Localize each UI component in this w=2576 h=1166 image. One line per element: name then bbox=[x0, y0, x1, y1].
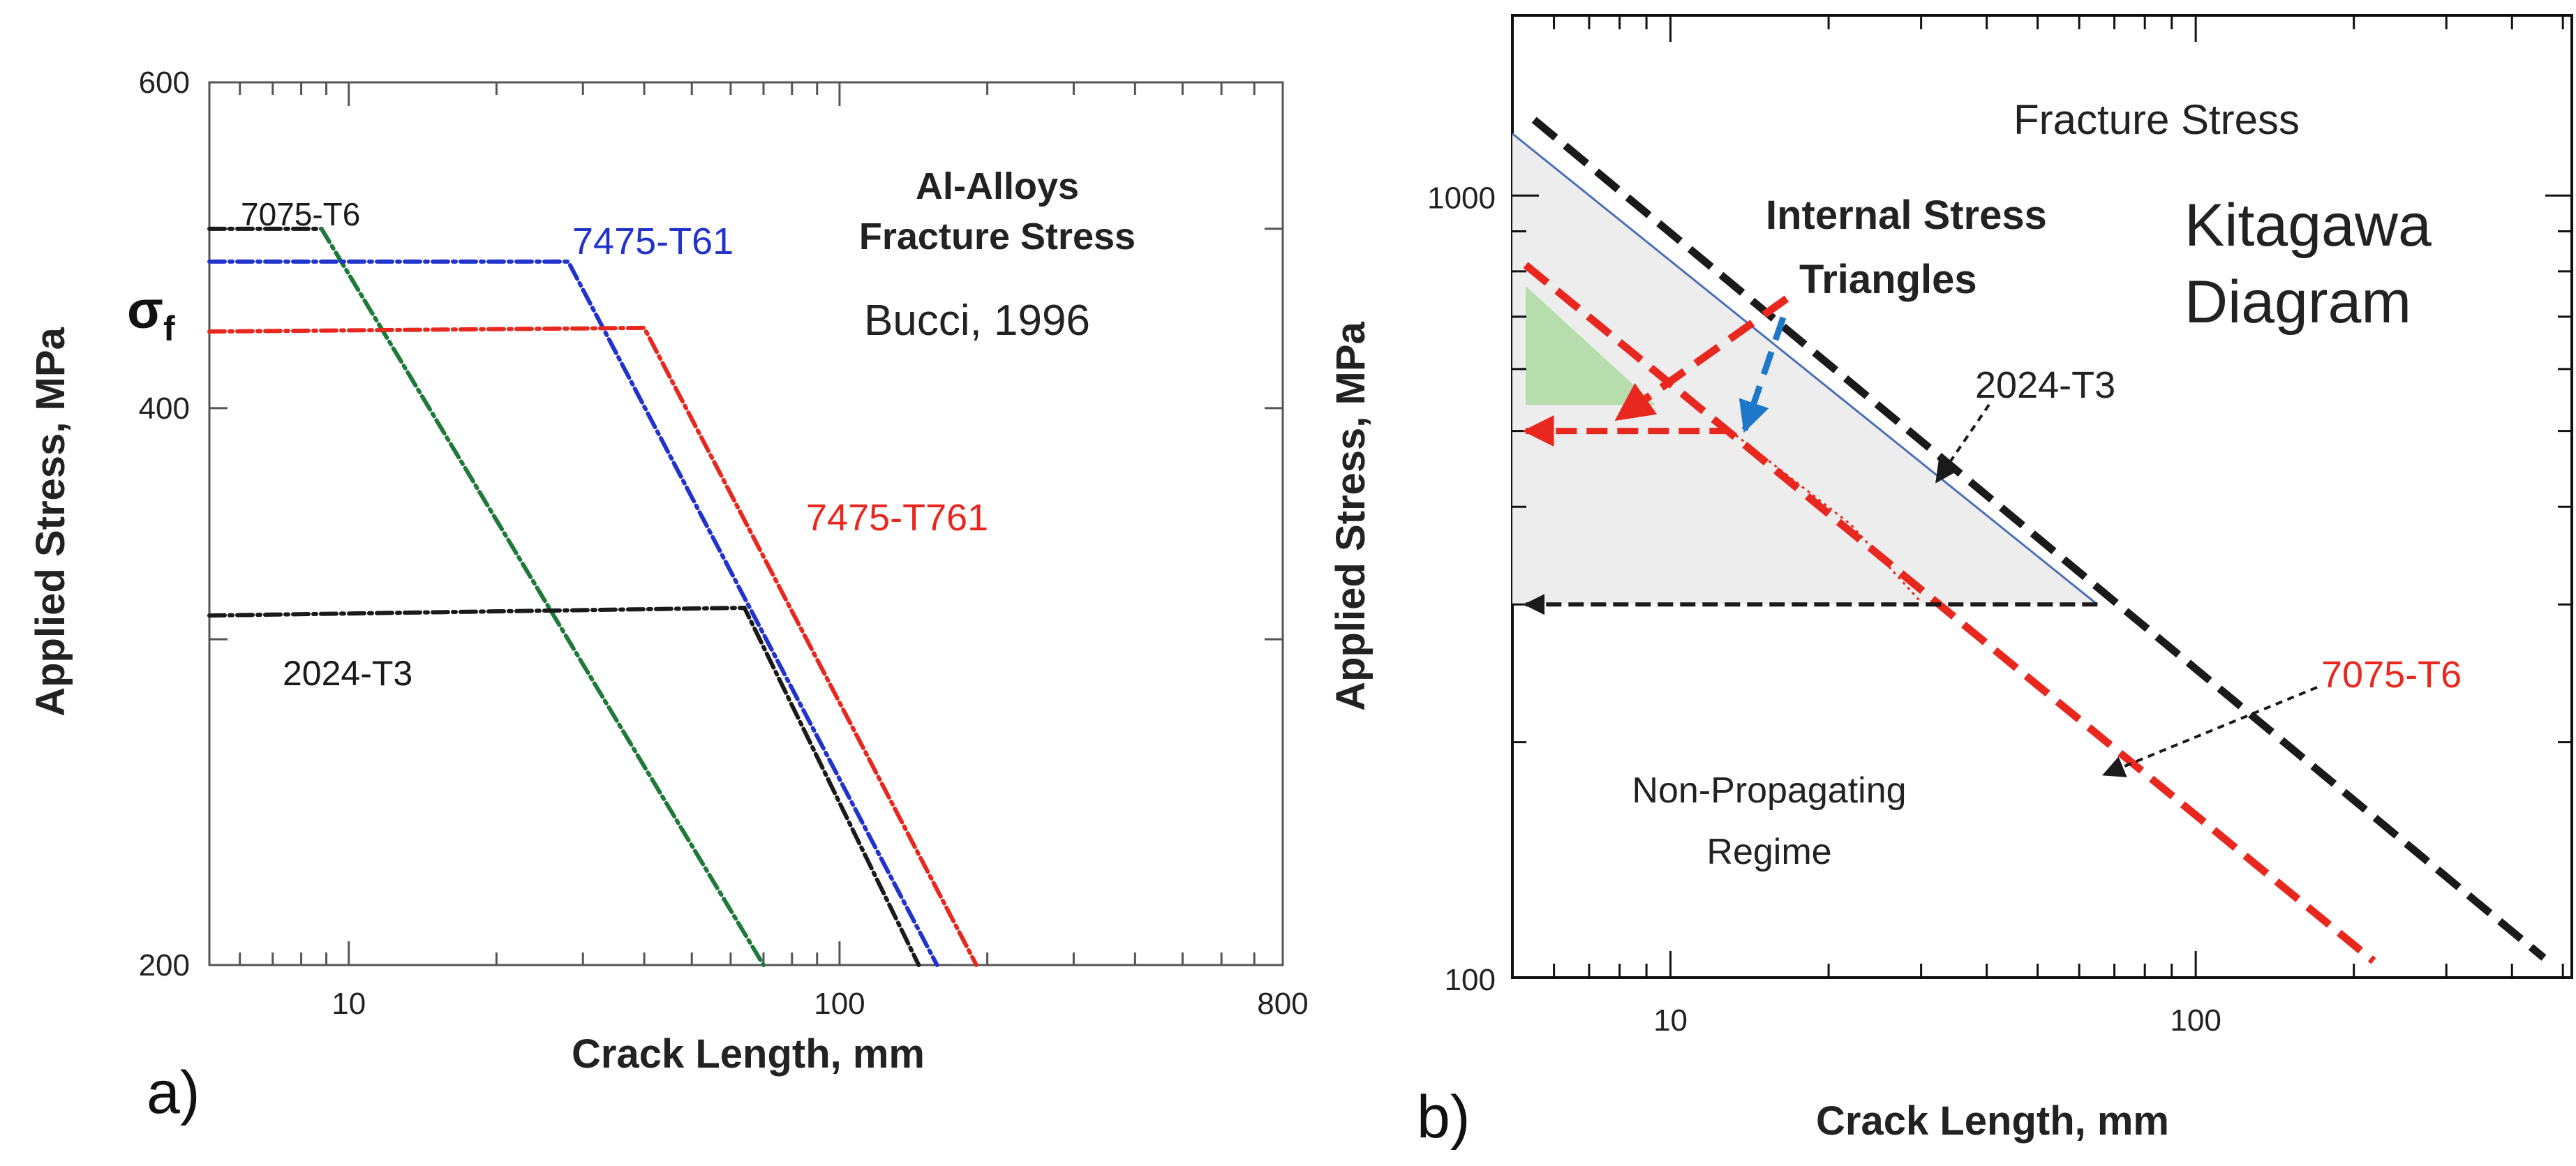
y-tick-label-400: 400 bbox=[139, 391, 190, 426]
non-propagating-label-line-1: Non-Propagating bbox=[1632, 770, 1906, 811]
series-7075-t6-fit bbox=[319, 226, 766, 967]
panel-b-label: b) bbox=[1417, 1084, 1470, 1151]
b-series-7075-t6-internal bbox=[1729, 430, 1922, 604]
panel-a-x-axis-title: Crack Length, mm bbox=[572, 1031, 925, 1077]
b-series-ideal-threshold-line bbox=[1512, 133, 2099, 606]
panel-a-label: a) bbox=[147, 1059, 200, 1126]
series-2024-t3 bbox=[207, 605, 921, 967]
label-2024-t3-b: 2024-T3 bbox=[1975, 364, 2115, 406]
label-7475-t761: 7475-T761 bbox=[806, 497, 988, 539]
panel-b-chart: 10 100 100 1000 Fracture Stress Kitagawa Di… bbox=[1328, 14, 2573, 1151]
internal-stress-triangle-7075 bbox=[1526, 286, 1655, 405]
label-7075-t6: 7075-T6 bbox=[241, 196, 360, 232]
panel-a-source-note: Bucci, 1996 bbox=[864, 297, 1090, 345]
series-7475-t61 bbox=[207, 259, 939, 967]
panel-a-title-line-2: Fracture Stress bbox=[859, 216, 1136, 257]
x-tick-label-10: 10 bbox=[332, 987, 366, 1021]
panel-a-ticks bbox=[209, 81, 1283, 966]
b-x-tick-label-100: 100 bbox=[2170, 1003, 2221, 1038]
panel-a-title-line-1: Al-Alloys bbox=[916, 165, 1079, 207]
fracture-stress-region-label: Fracture Stress bbox=[2013, 96, 2300, 143]
panel-b-x-axis-title: Crack Length, mm bbox=[1816, 1098, 2169, 1144]
label-7475-t61: 7475-T61 bbox=[572, 221, 734, 262]
kitagawa-title-line-2: Diagram bbox=[2184, 269, 2411, 336]
panel-a-plot-frame bbox=[208, 81, 1284, 966]
non-propagating-label-line-2: Regime bbox=[1706, 832, 1831, 872]
arrow-triangles-red bbox=[1614, 295, 1789, 422]
panel-b-y-axis-title: Applied Stress, MPa bbox=[1328, 321, 1373, 710]
y-tick-label-600: 600 bbox=[139, 66, 190, 100]
panel-a-y-axis-title: Applied Stress, MPa bbox=[28, 327, 73, 716]
b-x-tick-label-10: 10 bbox=[1653, 1003, 1688, 1038]
internal-stress-label-line-2: Triangles bbox=[1799, 257, 1977, 302]
label-2024-t3-a: 2024-T3 bbox=[283, 654, 412, 693]
b-y-tick-label-1000: 1000 bbox=[1427, 181, 1496, 215]
y-tick-label-200: 200 bbox=[139, 948, 190, 982]
panel-b-ticks bbox=[1512, 15, 2572, 979]
b-series-2024-t3 bbox=[1531, 117, 2547, 961]
b-y-tick-label-100: 100 bbox=[1445, 963, 1496, 997]
arrow-2024-t3 bbox=[1935, 403, 1990, 484]
kitagawa-title-line-1: Kitagawa bbox=[2184, 192, 2432, 259]
panel-a-chart: 10 100 800 200 400 600 σf Al-Alloys Fracture … bbox=[28, 66, 1309, 1126]
arrow-triangles-blue bbox=[1739, 316, 1787, 433]
panel-a-tick-labels: 10 100 800 200 400 600 bbox=[139, 66, 1309, 1021]
arrow-7075-t6 bbox=[2102, 686, 2318, 777]
x-tick-label-800: 800 bbox=[1257, 987, 1308, 1021]
x-tick-label-100: 100 bbox=[814, 987, 865, 1021]
series-7475-t761 bbox=[207, 325, 978, 967]
internal-stress-label-line-1: Internal Stress bbox=[1766, 193, 2047, 238]
label-7075-t6-b: 7075-T6 bbox=[2321, 654, 2462, 696]
panel-b-tick-labels: 10 100 100 1000 bbox=[1427, 181, 2221, 1038]
panel-a-sigma-label: σf bbox=[127, 281, 175, 348]
panel-a-series bbox=[207, 226, 978, 967]
